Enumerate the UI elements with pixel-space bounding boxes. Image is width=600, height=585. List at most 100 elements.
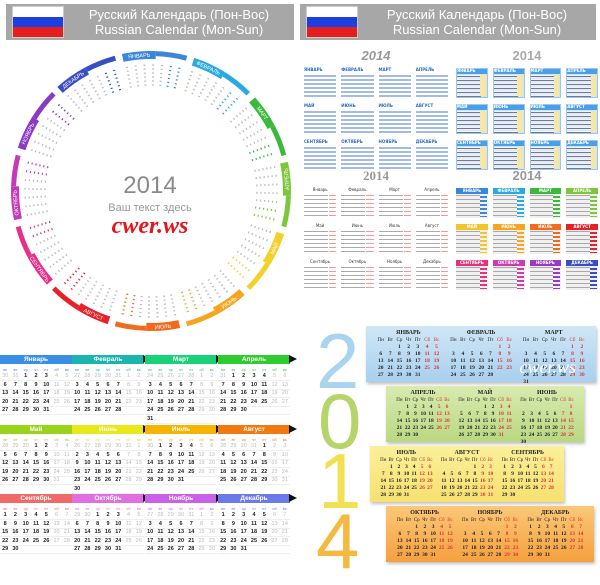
mini-month-name: ИЮЛЬ (529, 224, 562, 230)
crayon-month: Март пн вт ср чт пт сб вс 24 25 26 27 28 1 2 3 4 5 6 7 8 9 10 1… (145, 355, 224, 424)
month-arc-1 (121, 50, 156, 62)
mini-month-name: МАРТ (530, 69, 561, 74)
watermark: cwer.ws (519, 357, 576, 377)
mini-month: АВГУСТ (415, 103, 448, 134)
sticky-month: ДЕКАБРЬ Пн Вт Ср Чт Пт Сб Вс 1 2 3 4 5 6 7 8 9 10 11 12 13 14… (527, 510, 584, 558)
mini-month: МАЙ (304, 104, 337, 134)
mini-month: МАЙ (456, 224, 488, 254)
mini-month-name: Январь (312, 187, 328, 192)
mini-month-name: ФЕВРАЛЬ (341, 67, 364, 72)
mini-month-name: ОКТЯБРЬ (341, 139, 363, 144)
mini-month: Февраль (341, 187, 374, 218)
year-arc (281, 195, 291, 228)
mini-month-name: МАРТ (529, 188, 562, 194)
sticky-strip: ОКТЯБРЬ Пн Вт Ср Чт Пт Сб Вс 1 2 3 4 5 6 7 8 9 10 11 12 13 14… (386, 506, 594, 562)
mini-month-name: АВГУСТ (566, 224, 598, 230)
mini-month: МАРТ (378, 67, 411, 98)
mini-month: Ноябрь (378, 259, 411, 290)
year-arc (185, 310, 217, 327)
sticky-strip: ЯНВАРЬ Пн Вт Ср Чт Пт Сб Вс 1 2 3 4 5 6 7 8 9 10 11 12 13 14 1… (366, 326, 596, 385)
mini-month-name: ИЮНЬ (492, 224, 525, 230)
mini-month-name: ДЕКАБРЬ (567, 141, 597, 146)
mini-month-name: ДЕКАБРЬ (415, 139, 438, 144)
mini-month-name: Июнь (351, 223, 364, 228)
mini-month: ИЮНЬ (492, 224, 525, 254)
mini-month: АПРЕЛЬ (566, 68, 598, 98)
crayon-month: Май пн вт ср чт пт сб вс 28 29 30 1 2 3 4 5 6 7 8 9 10 11 12 13… (0, 425, 72, 485)
year-arc (15, 225, 32, 257)
mini-month: Май (304, 224, 337, 254)
mini-month-name: Август (424, 223, 439, 228)
mini-month: НОЯБРЬ (378, 139, 411, 170)
mini-month: ДЕКАБРЬ (415, 139, 448, 170)
mini-month: АПРЕЛЬ (566, 188, 598, 218)
year-arc (222, 72, 250, 96)
circular-calendar: ЯНВАРЬФЕВРАЛЬМАРТАПРЕЛЬМАЙИЮНЬИЮЛЬАВГУСТ… (11, 50, 291, 331)
mini-month-name: МАРТ (378, 67, 392, 72)
title-ru: Русский Календарь (Пон-Вос) (386, 7, 568, 22)
mini-month: Март (378, 187, 411, 218)
mini-month: Декабрь (415, 260, 448, 290)
mini-month: МАРТ (529, 188, 562, 218)
big-year-digit: 4 (316, 497, 360, 585)
crayon-month-name: Февраль (72, 355, 151, 364)
mini-month-name: АПРЕЛЬ (415, 67, 435, 72)
mini-month: МАРТ (529, 68, 562, 98)
crayon-month: Январь пн вт ср чт пт сб вс 30 31 1 2 3 4 5 6 7 8 9 10 11 12 1… (0, 355, 72, 415)
month-arc-6 (212, 289, 245, 315)
mini-month-name: Июль (388, 223, 401, 228)
mini-month-name: ЯНВАРЬ (457, 69, 487, 74)
mini-month: ФЕВРАЛЬ (341, 67, 374, 98)
mini-month-name: СЕНТЯБРЬ (457, 141, 487, 146)
mini-month-name: ИЮЛЬ (530, 105, 561, 110)
grid-year: 2014 (512, 48, 542, 63)
mini-month-name: НОЯБРЬ (529, 260, 562, 266)
crayon-month-name: Май (0, 425, 72, 434)
crayon-tip-icon (289, 494, 297, 502)
mini-month-name: ИЮНЬ (493, 105, 524, 110)
mini-month-name: Март (389, 187, 401, 192)
year-arc (85, 55, 117, 72)
month-label: ФЕВРАЛЬ (195, 60, 221, 77)
mini-month-name: Февраль (348, 187, 367, 192)
big-year-digit: 0 (318, 377, 362, 465)
sticky-month: МАРТ Пн Вт Ср Чт Пт Сб Вс 1 2 3 4 5 6 7 8 9 10 11 12 13 14 15 1… (522, 330, 585, 385)
mini-month: НОЯБРЬ (529, 260, 562, 290)
month-label: ДЕКАБРЬ (62, 71, 86, 91)
mini-month-name: Октябрь (348, 259, 367, 264)
crayon-month: Июль пн вт ср чт пт сб вс 30 1 2 3 4 5 6 7 8 9 10 11 12 13 14 1… (145, 425, 224, 485)
title-en: Russian Calendar (Mon-Sun) (94, 22, 264, 37)
crayon-month-name: Декабрь (218, 494, 297, 503)
mini-month: ОКТЯБРЬ (492, 260, 525, 290)
mini-month-name: ДЕКАБРЬ (566, 260, 598, 266)
mini-month: АПРЕЛЬ (415, 67, 448, 98)
russian-flag-icon (12, 6, 64, 38)
grid-year: 2014 (512, 168, 542, 183)
mini-month-name: АВГУСТ (567, 105, 597, 110)
crayon-month: Ноябрь пн вт ср чт пт сб вс 27 28 29 30 31 1 2 3 4 5 6 7 8 9 1… (145, 494, 224, 554)
mini-month: ЯНВАРЬ (456, 68, 488, 98)
header-title: Русский Календарь (Пон-Вос) Russian Cale… (64, 7, 294, 37)
mini-month-name: ФЕВРАЛЬ (492, 188, 525, 194)
mini-month-name: Ноябрь (387, 259, 403, 264)
mini-month: Октябрь (341, 259, 374, 290)
mini-month-name: ОКТЯБРЬ (493, 141, 524, 146)
mini-month-name: АВГУСТ (415, 103, 434, 108)
header-left: Русский Календарь (Пон-Вос) Russian Cale… (6, 4, 294, 40)
mini-month: ИЮНЬ (492, 104, 525, 134)
month-arc-7 (146, 320, 181, 331)
month-label: ЯНВАРЬ (128, 53, 151, 61)
year-arc (114, 321, 147, 331)
mini-month-name: МАЙ (457, 105, 487, 110)
sticky-month: ОКТЯБРЬ Пн Вт Ср Чт Пт Сб Вс 1 2 3 4 5 6 7 8 9 10 11 12 13 14… (396, 510, 453, 558)
grid-calendar-rainbow: 2014 ЯНВАРЬ ФЕВРАЛЬ МАРТ АПРЕЛЬ МАЙ ИЮНЬ ИЮЛЬ АВ… (456, 168, 598, 290)
mini-month: ФЕВРАЛЬ (492, 188, 525, 218)
mini-month-name: СЕНТЯБРЬ (304, 139, 328, 144)
sticky-strip: АПРЕЛЬ Пн Вт Ср Чт Пт Сб Вс 1 2 3 4 5 6 7 8 9 10 11 12 13 14 1… (386, 386, 584, 445)
sticky-month: МАЙ Пн Вт Ср Чт Пт Сб Вс 1 2 3 4 5 6 7 8 9 10 11 12 13 14 15 16… (458, 390, 512, 438)
sticky-month: ЯНВАРЬ Пн Вт Ср Чт Пт Сб Вс 1 2 3 4 5 6 7 8 9 10 11 12 13 14 1… (377, 330, 440, 378)
mini-month-name: НОЯБРЬ (378, 139, 398, 144)
mini-month: Июнь (341, 223, 374, 254)
month-arc-8 (76, 302, 111, 325)
mini-month-name: ИЮНЬ (341, 103, 356, 108)
